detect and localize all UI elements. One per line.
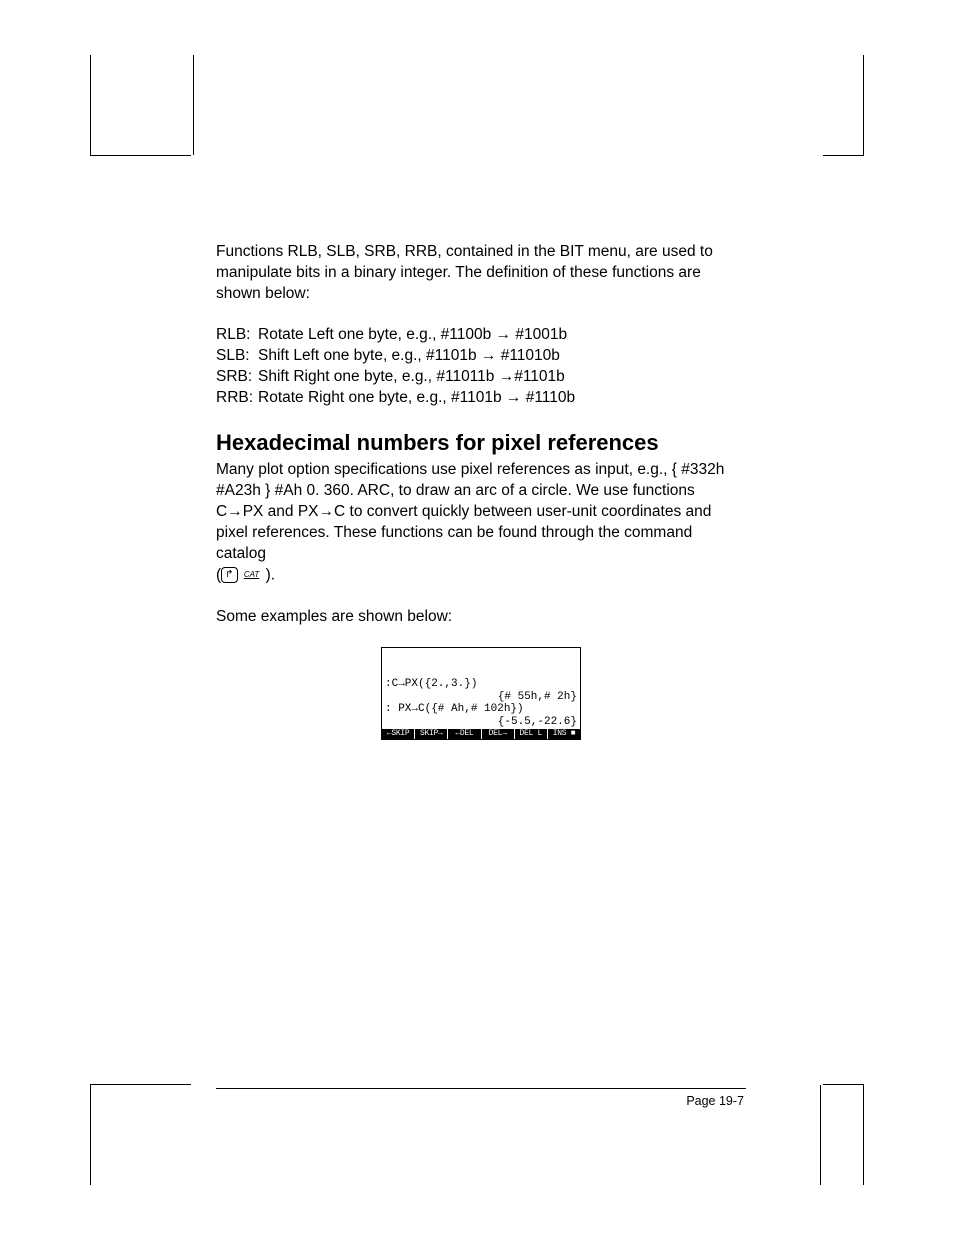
crop-mark-bottom-left	[90, 1084, 191, 1185]
calc-line: :C→PX({2.,3.})	[385, 678, 577, 691]
calc-line: : PX→C({# Ah,# 102h})	[385, 703, 577, 716]
crop-mark-bottom-right	[823, 1084, 864, 1185]
def-label: RLB:	[216, 325, 258, 346]
crop-mark-top-left-inner	[185, 55, 194, 155]
cat-key-icon: CAT	[242, 570, 261, 581]
softmenu-item: DEL L	[515, 729, 548, 739]
calculator-display: :C→PX({2.,3.}) {# 55h,# 2h} : PX→C({# Ah…	[382, 648, 580, 729]
examples-paragraph: Some examples are shown below:	[216, 607, 746, 628]
body-paragraph: Many plot option specifications use pixe…	[216, 460, 746, 586]
def-row: RLB: Rotate Left one byte, e.g., #1100b …	[216, 325, 746, 346]
right-shift-key-icon: ↱	[221, 567, 237, 583]
body-text-1c: ).	[261, 567, 275, 584]
def-text: Rotate Right one byte, e.g., #1101b → #1…	[258, 388, 575, 409]
footer-rule	[216, 1088, 746, 1089]
def-label: SRB:	[216, 367, 258, 388]
intro-paragraph: Functions RLB, SLB, SRB, RRB, contained …	[216, 242, 746, 305]
def-text: Rotate Left one byte, e.g., #1100b → #10…	[258, 325, 567, 346]
crop-mark-top-left	[90, 55, 191, 156]
calc-line: {-5.5,-22.6}	[385, 716, 577, 729]
softmenu-item: DEL→	[482, 729, 515, 739]
crop-mark-bottom-right-inner	[820, 1085, 829, 1185]
def-label: RRB:	[216, 388, 258, 409]
calculator-screenshot: :C→PX({2.,3.}) {# 55h,# 2h} : PX→C({# Ah…	[381, 647, 581, 740]
softmenu-item: ←DEL	[448, 729, 481, 739]
softmenu-item: ←SKIP	[382, 729, 415, 739]
calculator-softmenu: ←SKIP SKIP→ ←DEL DEL→ DEL L INS ■	[382, 729, 580, 739]
def-text: Shift Left one byte, e.g., #1101b → #110…	[258, 346, 560, 367]
page-content: Functions RLB, SLB, SRB, RRB, contained …	[216, 242, 746, 740]
def-label: SLB:	[216, 346, 258, 367]
def-text: Shift Right one byte, e.g., #11011b →#11…	[258, 367, 565, 388]
page-number: Page 19-7	[686, 1094, 744, 1108]
def-row: RRB: Rotate Right one byte, e.g., #1101b…	[216, 388, 746, 409]
section-heading: Hexadecimal numbers for pixel references	[216, 430, 746, 456]
calc-line: {# 55h,# 2h}	[385, 691, 577, 704]
crop-mark-top-right	[823, 55, 864, 156]
softmenu-item: INS ■	[548, 729, 580, 739]
softmenu-item: SKIP→	[415, 729, 448, 739]
body-text-1a: Many plot option specifications use pixe…	[216, 461, 724, 562]
def-row: SLB: Shift Left one byte, e.g., #1101b →…	[216, 346, 746, 367]
key-sequence: ↱ CAT	[221, 565, 261, 586]
def-row: SRB: Shift Right one byte, e.g., #11011b…	[216, 367, 746, 388]
function-definitions: RLB: Rotate Left one byte, e.g., #1100b …	[216, 325, 746, 409]
